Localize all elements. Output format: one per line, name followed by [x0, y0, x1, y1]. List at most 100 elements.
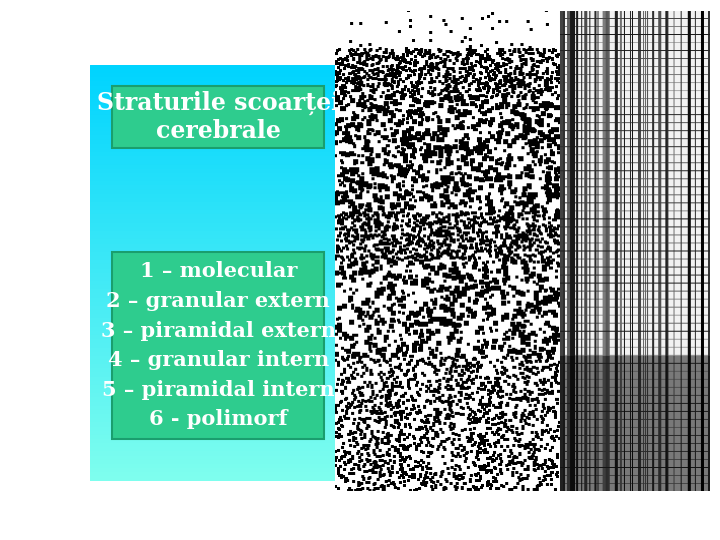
Bar	[90, 439, 352, 443]
Bar	[90, 406, 352, 410]
FancyBboxPatch shape	[480, 286, 500, 310]
Bar	[90, 348, 352, 352]
Text: 1: 1	[483, 79, 497, 97]
Bar	[90, 389, 352, 393]
FancyBboxPatch shape	[480, 332, 500, 356]
Bar	[90, 402, 352, 406]
Bar	[90, 310, 352, 314]
Bar	[90, 472, 352, 476]
Bar	[90, 181, 352, 185]
Bar	[90, 235, 352, 239]
FancyBboxPatch shape	[480, 76, 500, 100]
Bar	[90, 248, 352, 252]
Bar	[352, 65, 648, 481]
Bar	[90, 268, 352, 273]
Bar	[90, 114, 352, 119]
Bar	[90, 260, 352, 265]
Text: fibre: fibre	[558, 437, 610, 455]
Text: 3: 3	[483, 183, 497, 201]
Bar	[90, 156, 352, 160]
Text: Straturile scoarței
cerebrale: Straturile scoarței cerebrale	[96, 91, 340, 143]
Bar	[90, 381, 352, 385]
Bar	[90, 65, 352, 69]
Bar	[90, 82, 352, 85]
Bar	[90, 277, 352, 281]
Bar	[90, 265, 352, 268]
Bar	[90, 352, 352, 356]
Bar	[90, 227, 352, 231]
Bar	[90, 273, 352, 277]
FancyBboxPatch shape	[480, 118, 500, 141]
Bar	[90, 190, 352, 194]
Bar	[90, 456, 352, 460]
Bar	[90, 289, 352, 294]
FancyBboxPatch shape	[480, 228, 500, 252]
Bar	[90, 364, 352, 368]
Bar	[90, 223, 352, 227]
Bar	[90, 256, 352, 260]
Bar	[90, 327, 352, 331]
Bar	[90, 294, 352, 298]
Text: 1 – molecular
2 – granular extern
3 – piramidal extern
4 – granular intern
5 – p: 1 – molecular 2 – granular extern 3 – pi…	[101, 261, 336, 429]
Bar	[90, 418, 352, 422]
Bar	[90, 393, 352, 397]
Bar	[90, 198, 352, 202]
Bar	[90, 252, 352, 256]
Bar	[90, 136, 352, 140]
Bar	[90, 431, 352, 435]
Bar	[90, 447, 352, 451]
Bar	[90, 165, 352, 168]
Bar	[90, 335, 352, 339]
Bar	[90, 144, 352, 148]
FancyBboxPatch shape	[112, 252, 324, 439]
Bar	[90, 468, 352, 472]
Bar	[90, 322, 352, 327]
FancyBboxPatch shape	[336, 433, 464, 460]
FancyBboxPatch shape	[112, 85, 324, 148]
Bar	[90, 443, 352, 447]
Bar	[90, 281, 352, 285]
Bar	[90, 173, 352, 177]
Bar	[90, 285, 352, 289]
Bar	[90, 410, 352, 414]
Bar	[90, 127, 352, 131]
Bar	[90, 377, 352, 381]
Bar	[90, 368, 352, 373]
Bar	[90, 90, 352, 94]
Bar	[90, 98, 352, 102]
Bar	[90, 111, 352, 114]
Bar	[90, 148, 352, 152]
Bar	[90, 314, 352, 319]
Bar	[90, 202, 352, 206]
Text: 4: 4	[483, 231, 497, 248]
Bar	[90, 360, 352, 364]
Bar	[90, 414, 352, 418]
Bar	[90, 231, 352, 235]
Bar	[90, 206, 352, 210]
FancyBboxPatch shape	[480, 180, 500, 204]
Bar	[90, 339, 352, 343]
Bar	[90, 356, 352, 360]
Bar	[90, 239, 352, 244]
Bar	[90, 244, 352, 248]
Text: 6: 6	[483, 334, 497, 353]
Bar	[90, 319, 352, 322]
Bar	[90, 102, 352, 106]
Bar	[90, 119, 352, 123]
Bar	[90, 302, 352, 306]
Bar	[90, 94, 352, 98]
Bar	[90, 106, 352, 111]
FancyBboxPatch shape	[542, 433, 626, 460]
Bar	[90, 219, 352, 223]
Bar	[90, 140, 352, 144]
Text: celularitate: celularitate	[336, 437, 463, 455]
Bar	[90, 385, 352, 389]
Bar	[90, 331, 352, 335]
Bar	[90, 185, 352, 190]
Bar	[90, 451, 352, 456]
Bar	[90, 85, 352, 90]
Bar	[90, 422, 352, 427]
Bar	[90, 460, 352, 464]
Bar	[90, 435, 352, 439]
Bar	[90, 306, 352, 310]
